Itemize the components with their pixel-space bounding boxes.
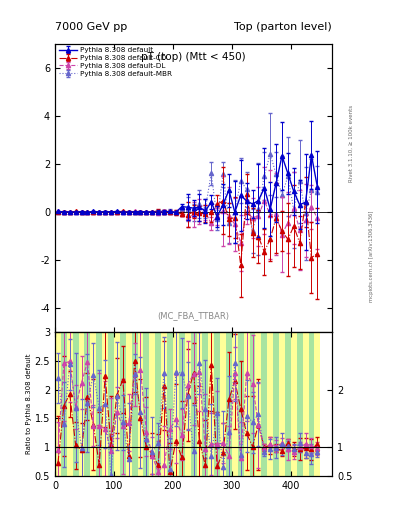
Bar	[250, 332, 255, 476]
Bar	[61, 332, 67, 476]
Text: (MC_FBA_TTBAR): (MC_FBA_TTBAR)	[158, 311, 230, 321]
Bar	[285, 332, 291, 476]
Bar	[167, 332, 173, 476]
Bar	[149, 332, 155, 476]
Bar	[143, 332, 149, 476]
Bar	[114, 332, 120, 476]
Bar	[232, 332, 238, 476]
Bar	[96, 332, 102, 476]
Bar	[208, 332, 214, 476]
Bar	[244, 332, 250, 476]
Bar	[196, 332, 202, 476]
Bar	[102, 332, 108, 476]
Bar	[185, 332, 191, 476]
Bar	[279, 332, 285, 476]
Bar	[303, 332, 309, 476]
Text: Top (parton level): Top (parton level)	[234, 22, 332, 32]
Bar	[155, 332, 161, 476]
Bar	[314, 332, 320, 476]
Bar	[238, 332, 244, 476]
Bar	[202, 332, 208, 476]
Bar	[273, 332, 279, 476]
Bar	[214, 332, 220, 476]
Text: Rivet 3.1.10, ≥ 100k events: Rivet 3.1.10, ≥ 100k events	[349, 105, 354, 182]
Bar	[226, 332, 232, 476]
Bar	[73, 332, 79, 476]
Bar	[161, 332, 167, 476]
Bar	[84, 332, 90, 476]
Bar	[132, 332, 138, 476]
Bar	[191, 332, 196, 476]
Bar	[255, 332, 261, 476]
Legend: Pythia 8.308 default, Pythia 8.308 default-CD, Pythia 8.308 default-DL, Pythia 8: Pythia 8.308 default, Pythia 8.308 defau…	[57, 46, 173, 78]
Bar	[179, 332, 185, 476]
Bar	[90, 332, 96, 476]
Bar	[79, 332, 84, 476]
Bar	[126, 332, 132, 476]
Bar	[309, 332, 314, 476]
Bar	[220, 332, 226, 476]
Bar	[261, 332, 267, 476]
Text: 7000 GeV pp: 7000 GeV pp	[55, 22, 127, 32]
Bar	[108, 332, 114, 476]
Bar	[55, 332, 61, 476]
Text: mcplots.cern.ch [arXiv:1306.3436]: mcplots.cern.ch [arXiv:1306.3436]	[369, 210, 374, 302]
Bar	[120, 332, 126, 476]
Bar	[267, 332, 273, 476]
Bar	[291, 332, 297, 476]
Bar	[297, 332, 303, 476]
Bar	[173, 332, 179, 476]
Text: pT (top) (Mtt < 450): pT (top) (Mtt < 450)	[141, 52, 246, 62]
Y-axis label: Ratio to Pythia 8.308 default: Ratio to Pythia 8.308 default	[26, 354, 32, 454]
Bar	[138, 332, 143, 476]
Bar	[67, 332, 73, 476]
